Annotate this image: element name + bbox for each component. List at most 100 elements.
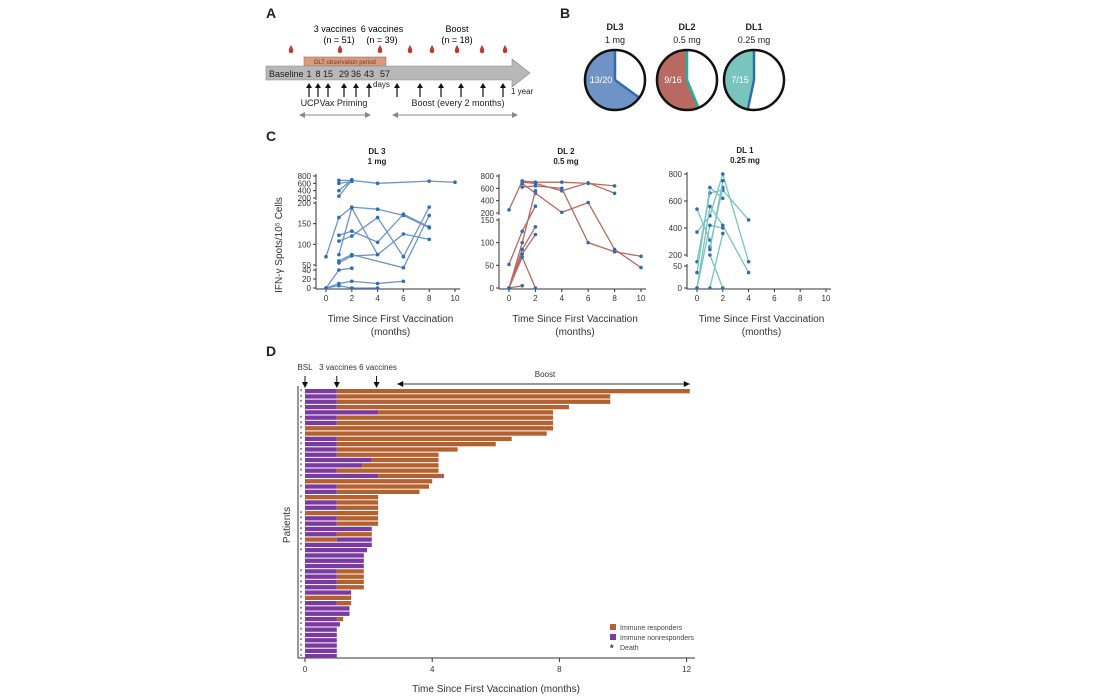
data-point [427, 225, 432, 229]
bar-nonresponder-segment [305, 521, 337, 526]
bar-nonresponder-segment [305, 638, 337, 643]
data-point [533, 225, 538, 229]
data-point [721, 286, 725, 290]
boost-schedule-label: Boost (every 2 months) [411, 98, 504, 108]
y-tick-label: 400 [298, 187, 312, 196]
data-point [586, 180, 590, 185]
panel-c-ifn-plots: IFN-γ Spots/10⁵ Cells DL 31 mg2004006008… [274, 146, 831, 338]
x-axis-label-units: (months) [371, 327, 410, 338]
subplot-title: DL 2 [557, 147, 575, 156]
patient-series-line [338, 179, 353, 192]
data-point [520, 185, 524, 189]
x-tick-label: 8 [427, 294, 432, 303]
data-point [695, 230, 699, 234]
data-point [721, 196, 725, 201]
data-point [586, 200, 590, 205]
bar-nonresponder-segment [305, 457, 372, 463]
bar-responder-segment [336, 452, 439, 457]
bar-nonresponder-segment [305, 622, 340, 627]
x-tick-label: 12 [682, 665, 691, 674]
down-arrow-icon [302, 382, 308, 388]
group-3-vaccines-n: (n = 51) [323, 35, 354, 45]
bar-responder-segment [336, 521, 379, 526]
panel-label-a: A [266, 5, 276, 21]
data-point [337, 283, 341, 288]
d-y-axis-label: Patients [282, 507, 293, 543]
death-marker: * [300, 607, 303, 613]
pie-title: DL3 [606, 22, 623, 32]
x-tick-label: 4 [746, 294, 751, 303]
death-marker: * [300, 623, 303, 629]
vaccination-arrow-icon [480, 83, 486, 88]
death-marker: * [300, 655, 303, 661]
data-point [721, 178, 725, 183]
bar-responder-segment [336, 484, 430, 489]
bar-responder-segment [336, 585, 364, 590]
bar-nonresponder-segment [305, 563, 364, 569]
vaccination-arrow-icon [353, 83, 359, 88]
data-point [695, 207, 699, 211]
data-point [520, 240, 524, 245]
panel-d-swimmer-plot: Patients Time Since First Vaccination (m… [282, 363, 695, 695]
data-point [350, 178, 354, 182]
bar-responder-segment [305, 479, 433, 484]
death-marker: * [300, 522, 303, 528]
bar-responder-segment [336, 489, 420, 494]
death-marker: * [300, 453, 303, 459]
death-marker: * [300, 649, 303, 655]
data-point [708, 286, 712, 290]
x-axis-label: Time Since First Vaccination [512, 314, 638, 325]
bar-responder-segment [305, 510, 379, 516]
one-year-label: 1 year [511, 87, 534, 96]
y-tick-label: 50 [302, 261, 311, 270]
data-point [520, 283, 524, 288]
bar-nonresponder-segment [305, 399, 337, 404]
data-point [427, 237, 432, 242]
legend-swatch-nonresponders [610, 634, 616, 640]
vaccination-arrow-icon [315, 83, 321, 88]
death-marker: * [300, 405, 303, 411]
d-x-axis-label: Time Since First Vaccination (months) [412, 684, 580, 695]
panel-b-pies: DL3 1 mg 13/20 DL2 0.5 mg 9/16 DL1 0.25 mg 7/15 [583, 22, 786, 112]
timeline-label-day-15: 15 [323, 69, 333, 79]
x-axis-label-units: (months) [555, 327, 594, 338]
blood-draw-drop-icon [337, 45, 343, 53]
y-tick-label: 100 [298, 240, 312, 249]
death-marker: * [300, 617, 303, 623]
death-marker: * [300, 400, 303, 406]
death-marker: * [300, 639, 303, 645]
timeline-label-day-43: 43 [364, 69, 374, 79]
bar-responder-segment [336, 601, 352, 606]
subplot-title: DL 3 [368, 147, 386, 156]
bar-responder-segment [305, 431, 547, 436]
data-point [375, 281, 380, 286]
bar-responder-segment [336, 505, 379, 510]
data-point [533, 184, 538, 188]
bar-nonresponder-segment [305, 632, 337, 638]
blood-draw-drop-icon [377, 45, 383, 53]
vaccination-arrow-icon [500, 83, 506, 88]
data-point [507, 208, 511, 212]
data-point [721, 231, 725, 236]
right-arrowhead-icon [683, 381, 690, 387]
bar-nonresponder-segment [305, 442, 337, 447]
x-tick-label: 10 [637, 294, 646, 303]
pie-slice-edge [746, 79, 756, 110]
data-point [639, 254, 643, 259]
data-point [520, 252, 524, 256]
data-point [375, 181, 380, 186]
x-axis-label: Time Since First Vaccination [699, 314, 825, 325]
c-y-axis-label: IFN-γ Spots/10⁵ Cells [274, 197, 285, 293]
y-tick-label: 800 [298, 172, 312, 181]
bar-nonresponder-segment [305, 590, 352, 595]
vaccination-arrow-icon [366, 83, 372, 88]
data-point [375, 240, 380, 245]
y-tick-label: 600 [298, 179, 312, 188]
subplot-subtitle: 0.25 mg [730, 156, 760, 165]
death-marker: * [300, 596, 303, 602]
bar-nonresponder-segment [305, 532, 337, 537]
bar-nonresponder-segment [305, 500, 337, 505]
data-point [507, 286, 511, 290]
x-axis-label: Time Since First Vaccination [328, 314, 454, 325]
